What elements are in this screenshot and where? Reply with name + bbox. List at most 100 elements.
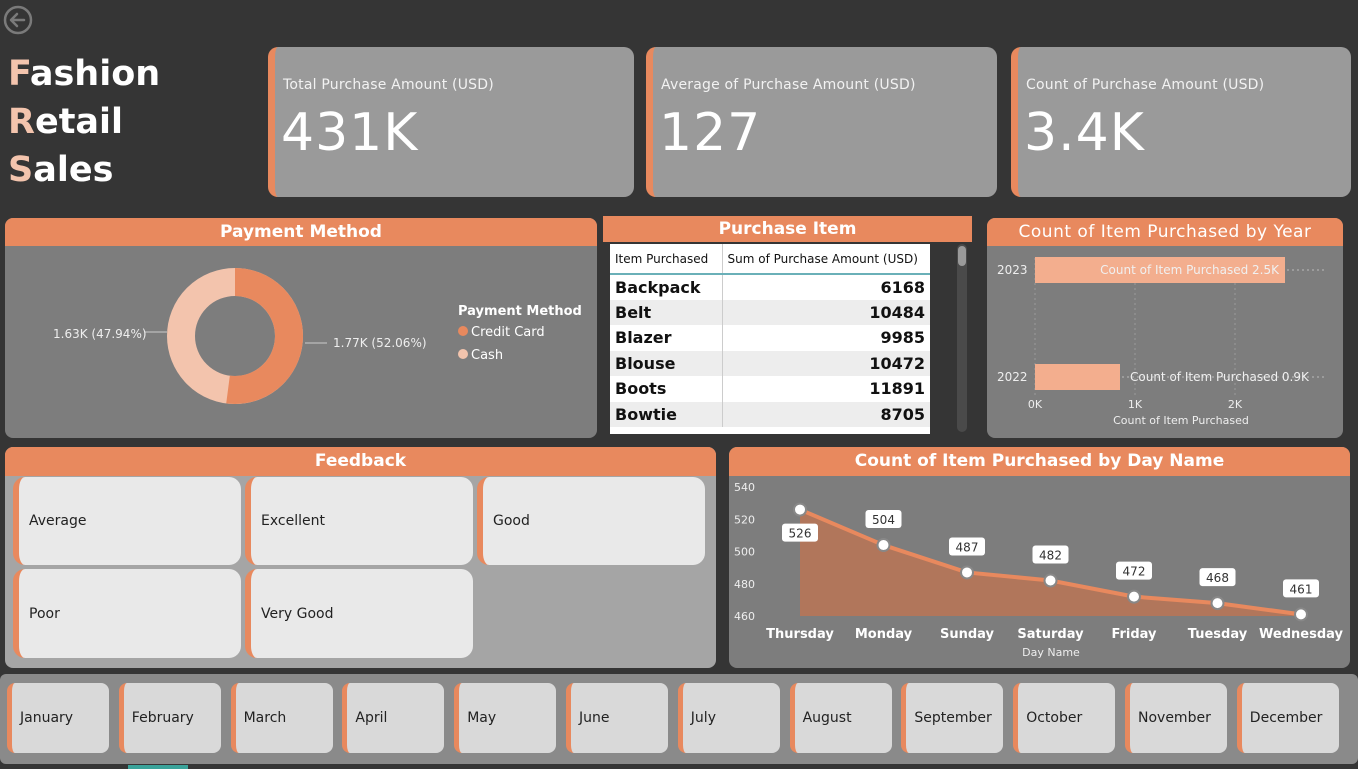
data-point-monday[interactable] — [876, 538, 891, 553]
y-tick-label: 480 — [734, 578, 755, 591]
kpi-value: 431K — [281, 103, 419, 163]
feedback-title: Feedback — [5, 447, 716, 476]
button-label: June — [579, 710, 610, 726]
month-button-february[interactable]: February — [118, 683, 221, 753]
data-point-sunday[interactable] — [960, 565, 974, 580]
data-point-thursday[interactable] — [793, 502, 807, 517]
button-label: Average — [29, 513, 87, 529]
button-label: Poor — [29, 605, 60, 622]
bar-data-label: Count of Item Purchased 2.5K — [1100, 263, 1280, 277]
donut-label-credit-card: 1.77K (52.06%) — [333, 336, 427, 350]
x-tick-label: Wednesday — [1259, 627, 1343, 642]
feedback-very-good-button[interactable]: Very Good — [245, 569, 473, 658]
month-button-january[interactable]: January — [7, 683, 109, 753]
scrollbar-thumb[interactable] — [958, 246, 966, 266]
purchase-item-panel: Purchase Item Item Purchased Sum of Purc… — [603, 216, 973, 436]
cell-item: Boots — [610, 376, 723, 402]
x-tick-label: Thursday — [766, 627, 834, 642]
bar-2022[interactable] — [1035, 364, 1120, 390]
y-tick-label: 2022 — [997, 370, 1028, 384]
data-label: 482 — [1039, 549, 1062, 563]
year-bar-panel: Count of Item Purchased by Year 0K 1K 2K 20… — [987, 218, 1343, 438]
feedback-excellent-button[interactable]: Excellent — [245, 477, 473, 565]
table-row[interactable]: Blouse 10472 — [610, 350, 930, 376]
back-arrow-icon — [3, 5, 33, 35]
table-row[interactable]: Belt 10484 — [610, 299, 930, 325]
title-text: ales — [33, 150, 114, 190]
button-label: December — [1249, 710, 1323, 726]
legend-item-cash[interactable]: Cash — [458, 348, 582, 363]
month-button-march[interactable]: March — [230, 683, 333, 753]
legend-label: Credit Card — [471, 325, 545, 340]
kpi-value: 3.4K — [1024, 103, 1145, 163]
data-point-wednesday[interactable] — [1294, 607, 1308, 622]
cell-amount: 8705 — [880, 404, 925, 424]
donut-label-cash: 1.63K (47.94%) — [53, 327, 147, 341]
data-label-box — [782, 523, 818, 542]
x-axis-label: Day Name — [1022, 646, 1080, 659]
bar-2023[interactable] — [1035, 257, 1285, 283]
cell-amount: 10484 — [869, 302, 925, 322]
feedback-average-button[interactable]: Average — [13, 477, 241, 565]
legend-dot-icon — [458, 326, 468, 336]
payment-donut-chart — [145, 268, 327, 404]
x-tick-label: 0K — [1028, 398, 1043, 411]
table-row[interactable]: Boots 11891 — [610, 376, 930, 402]
back-button[interactable] — [3, 5, 33, 35]
button-label: August — [802, 710, 852, 726]
data-point-tuesday[interactable] — [1210, 596, 1225, 611]
day-area-chart: 540 520 500 480 460 526 Thursday 504 Monday 487 Su… — [734, 481, 1344, 659]
month-button-august[interactable]: August — [789, 683, 892, 753]
data-point-saturday[interactable] — [1043, 573, 1058, 588]
legend-title: Payment Method — [458, 304, 582, 319]
legend-item-credit-card[interactable]: Credit Card — [458, 325, 582, 340]
data-label: 487 — [956, 540, 979, 554]
month-button-october[interactable]: October — [1013, 683, 1116, 753]
donut-slice-credit-card[interactable] — [226, 268, 303, 404]
month-button-july[interactable]: July — [677, 683, 780, 753]
data-label-box — [1032, 545, 1069, 564]
y-tick-label: 540 — [734, 481, 755, 494]
month-button-june[interactable]: June — [566, 683, 668, 753]
x-tick-label: Tuesday — [1188, 627, 1248, 642]
y-tick-label: 500 — [734, 546, 755, 559]
button-label: March — [243, 710, 287, 726]
year-bar-title: Count of Item Purchased by Year — [987, 218, 1343, 246]
button-label: September — [914, 710, 992, 726]
month-button-may[interactable]: May — [454, 683, 557, 753]
data-point-friday[interactable] — [1127, 589, 1141, 604]
data-label-box — [1283, 579, 1319, 598]
month-button-december[interactable]: December — [1236, 683, 1339, 753]
button-label: April — [355, 710, 388, 726]
purchase-item-title: Purchase Item — [603, 216, 972, 242]
data-label-box — [1199, 568, 1236, 587]
month-button-september[interactable]: September — [901, 683, 1004, 753]
day-area-title: Count of Item Purchased by Day Name — [729, 447, 1350, 476]
feedback-poor-button[interactable]: Poor — [13, 569, 241, 658]
x-tick-label: 2K — [1228, 398, 1243, 411]
button-label: May — [467, 710, 497, 726]
page-tab-indicator[interactable] — [128, 765, 188, 769]
column-header-amount[interactable]: Sum of Purchase Amount (USD) — [727, 251, 918, 266]
x-tick-label: Monday — [855, 627, 913, 642]
table-scrollbar[interactable] — [957, 244, 967, 432]
table-row[interactable]: Bowtie 8705 — [610, 401, 930, 427]
column-header-item[interactable]: Item Purchased — [610, 244, 723, 274]
data-label: 468 — [1206, 571, 1229, 585]
kpi-label: Count of Purchase Amount (USD) — [1026, 77, 1265, 93]
data-label: 526 — [789, 527, 812, 541]
button-label: November — [1138, 710, 1211, 726]
table-row[interactable]: Blazer 9985 — [610, 325, 930, 351]
feedback-good-button[interactable]: Good — [477, 477, 705, 565]
y-tick-label: 2023 — [997, 263, 1028, 277]
payment-legend: Payment Method Credit Card Cash — [458, 304, 582, 363]
cell-item: Bowtie — [610, 401, 723, 427]
y-tick-label: 520 — [734, 513, 755, 526]
button-label: Excellent — [261, 513, 325, 529]
month-button-november[interactable]: November — [1125, 683, 1227, 753]
year-bar-chart: 0K 1K 2K 2023 Count of Item Purchased 2.5K 20… — [997, 257, 1325, 427]
cell-item: Blazer — [610, 325, 723, 351]
button-label: Very Good — [261, 605, 334, 622]
table-row[interactable]: Backpack 6168 — [610, 274, 930, 300]
month-button-april[interactable]: April — [342, 683, 445, 753]
